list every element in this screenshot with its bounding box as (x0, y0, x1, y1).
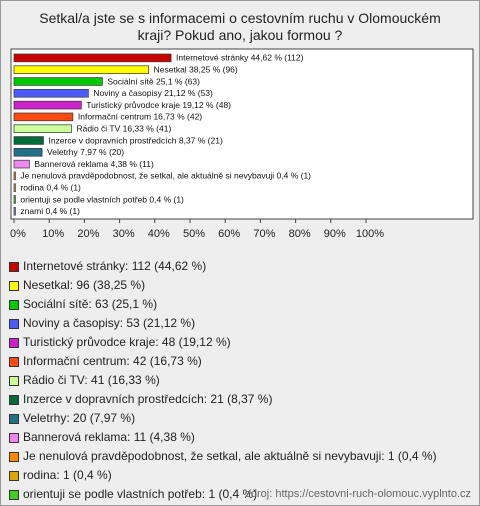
data-label: znami 0,4 % (1) (20, 206, 80, 216)
bar (13, 100, 82, 110)
x-tick-label: 20% (77, 228, 99, 240)
bar (13, 148, 43, 157)
legend-label: Nesetkal: 96 (38,25 %) (23, 278, 146, 292)
x-tick-label: 30% (113, 228, 135, 240)
legend-swatch (9, 471, 19, 481)
x-tick-label: 0% (10, 228, 26, 240)
legend-item: Nesetkal: 96 (38,25 %) (9, 278, 471, 292)
legend-item: Turistický průvodce kraje: 48 (19,12 %) (9, 335, 471, 349)
legend-item: Inzerce v dopravních prostředcích: 21 (8… (9, 392, 471, 406)
legend-item: Informační centrum: 42 (16,73 %) (9, 354, 471, 368)
legend-label: Noviny a časopisy: 53 (21,12 %) (23, 316, 196, 330)
data-label: Veletrhy 7,97 % (20) (47, 147, 124, 157)
legend-label: Je nenulová pravděpodobnost, že setkal, … (23, 449, 437, 463)
legend-label: Turistický průvodce kraje: 48 (19,12 %) (23, 335, 231, 349)
legend-label: Internetové stránky: 112 (44,62 %) (23, 259, 207, 273)
bar (13, 53, 172, 63)
legend-item: Rádio či TV: 41 (16,33 %) (9, 373, 471, 387)
data-label: Bannerová reklama 4,38 % (11) (34, 159, 154, 169)
legend-item: Sociální sítě: 63 (25,1 %) (9, 297, 471, 311)
x-tick-label: 70% (253, 228, 275, 240)
data-label: Sociální sítě 25,1 % (63) (107, 76, 200, 86)
legend-swatch (9, 262, 19, 272)
bar (13, 207, 16, 216)
legend-swatch (9, 433, 19, 443)
legend-swatch (9, 452, 19, 462)
bar (13, 65, 149, 74)
chart-title: Setkal/a jste se s informacemi o cestovn… (39, 10, 440, 43)
legend-swatch (9, 338, 19, 348)
legend-swatch (9, 319, 19, 329)
legend-item: Bannerová reklama: 11 (4,38 %) (9, 430, 471, 444)
bar (13, 195, 16, 204)
x-tick-label: 80% (289, 228, 311, 240)
data-label: Nesetkal 38,25 % (96) (154, 64, 238, 74)
legend-label: Rádio či TV: 41 (16,33 %) (23, 373, 160, 387)
x-tick-label: 40% (148, 228, 170, 240)
data-label: rodina 0,4 % (1) (20, 182, 81, 192)
bar (13, 77, 103, 86)
data-label: Turistický průvodce kraje 19,12 % (48) (86, 100, 231, 110)
x-tick-label: 50% (183, 228, 205, 240)
legend-swatch (9, 376, 19, 386)
legend-swatch (9, 395, 19, 405)
source: zdroj: https://cestovni-ruch-olomouc.vyp… (245, 488, 471, 500)
bar (13, 112, 74, 122)
legend-label: Informační centrum: 42 (16,73 %) (23, 354, 202, 368)
x-tick-label: 100% (356, 228, 384, 240)
legend-swatch (9, 357, 19, 367)
legend-label: Bannerová reklama: 11 (4,38 %) (23, 430, 195, 444)
legend-label: rodina: 1 (0,4 %) (23, 468, 112, 482)
bar (13, 171, 16, 181)
legend-item: Je nenulová pravděpodobnost, že setkal, … (9, 449, 471, 463)
legend-swatch (9, 300, 19, 310)
legend-item: Internetové stránky: 112 (44,62 %) (9, 259, 471, 273)
legend-label: Sociální sítě: 63 (25,1 %) (23, 297, 158, 311)
x-tick-label: 60% (218, 228, 240, 240)
data-label: Noviny a časopisy 21,12 % (53) (93, 88, 213, 98)
bar (13, 89, 89, 98)
x-tick-label: 10% (42, 228, 64, 240)
legend: Internetové stránky: 112 (44,62 %) Nesetk… (9, 259, 471, 505)
legend-item: Veletrhy: 20 (7,97 %) (9, 411, 471, 425)
legend-item: rodina: 1 (0,4 %) (9, 468, 471, 482)
data-label: orientuji se podle vlastních potřeb 0,4 … (20, 194, 184, 204)
legend-swatch (9, 281, 19, 291)
legend-swatch (9, 414, 19, 424)
bar (13, 124, 72, 133)
bar (13, 159, 30, 169)
x-tick-label: 90% (324, 228, 346, 240)
data-label: Inzerce v dopravních prostředcích 8,37 %… (48, 135, 223, 145)
chart: Setkal/a jste se s informacemi o cestovn… (10, 10, 474, 240)
legend-item: orientuji se podle vlastních potřeb: 1 (… (9, 487, 471, 501)
data-label: Rádio či TV 16,33 % (41) (76, 123, 171, 133)
bar (13, 183, 16, 192)
data-label: Informační centrum 16,73 % (42) (78, 112, 202, 122)
legend-item: Noviny a časopisy: 53 (21,12 %) (9, 316, 471, 330)
bar (13, 136, 44, 145)
legend-label: Inzerce v dopravních prostředcích: 21 (8… (23, 392, 273, 406)
legend-label: Veletrhy: 20 (7,97 %) (23, 411, 136, 425)
legend-swatch (9, 490, 19, 500)
data-label: Internetové stránky 44,62 % (112) (176, 53, 304, 63)
data-label: Je nenulová pravděpodobnost, že setkal, … (20, 171, 311, 181)
legend-label: orientuji se podle vlastních potřeb: 1 (… (23, 487, 258, 501)
